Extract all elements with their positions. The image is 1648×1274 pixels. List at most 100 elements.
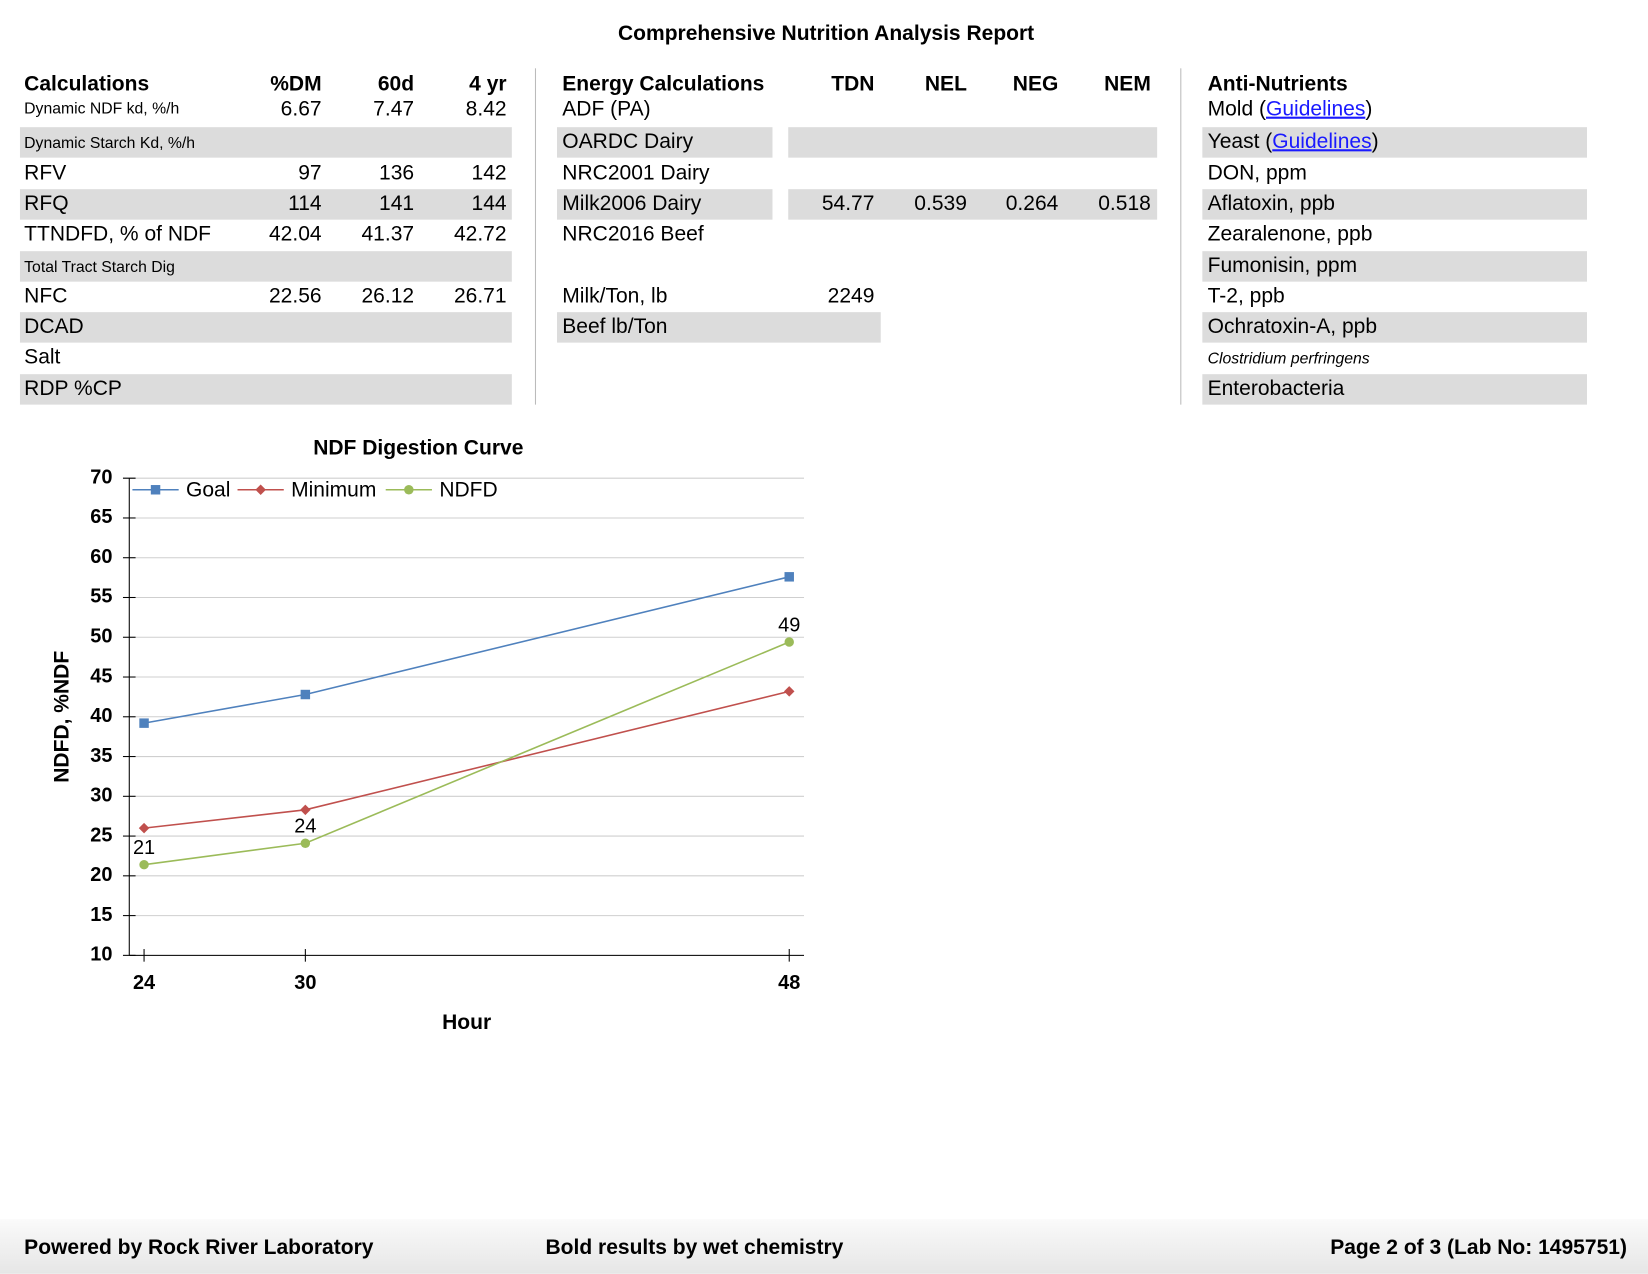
row-item: Clostridium perfringens <box>1208 347 1370 372</box>
y-tick-label: 25 <box>90 824 112 846</box>
row-shade <box>557 127 773 158</box>
column-header: Anti-Nutrients <box>1207 72 1348 96</box>
row-shade <box>19 189 512 220</box>
row-shade <box>1202 189 1588 220</box>
row-shade <box>19 127 512 158</box>
row-shade <box>1202 127 1588 158</box>
cell-value: 0.264 <box>1005 192 1059 216</box>
data-label: 49 <box>778 615 800 637</box>
row-item: Zearalenone, ppb <box>1208 222 1373 247</box>
y-tick-label: 40 <box>90 705 112 727</box>
cell-value: 42.04 <box>268 223 322 247</box>
data-label: 21 <box>133 837 155 859</box>
y-tick-label: 60 <box>90 546 112 568</box>
column-header: NEG <box>1012 72 1059 96</box>
row-label: Dynamic Starch Kd, %/h <box>24 134 196 153</box>
item-text: Mold ( <box>1207 97 1267 121</box>
y-tick-label: 45 <box>90 665 112 687</box>
row-label: TTNDFD, % of NDF <box>24 223 212 247</box>
data-point <box>139 859 149 870</box>
item-text: Zearalenone, ppb <box>1207 223 1373 247</box>
row-label: Milk2006 Dairy <box>562 192 702 216</box>
cell-value: 144 <box>471 192 507 216</box>
item-text: DON, ppm <box>1207 161 1307 185</box>
footer-right: Page 2 of 3 (Lab No: 1495751) <box>1330 1235 1627 1260</box>
legend-label: Goal <box>186 478 230 501</box>
column-header: Calculations <box>24 72 150 96</box>
row-label: NFC <box>24 284 68 308</box>
row-item: Aflatoxin, ppb <box>1208 191 1335 216</box>
row-shade <box>19 373 512 405</box>
y-tick-label: 70 <box>90 466 112 488</box>
cell-value: 0.539 <box>914 192 967 216</box>
row-label: Salt <box>24 346 61 370</box>
guidelines-link[interactable]: Guidelines <box>1272 130 1372 154</box>
y-tick-label: 55 <box>90 586 112 608</box>
cell-value: 136 <box>379 161 415 185</box>
data-point <box>784 637 794 647</box>
row-item: Fumonisin, ppm <box>1208 253 1358 278</box>
data-point <box>784 572 794 582</box>
cell-value: 141 <box>379 192 415 216</box>
legend-marker <box>404 485 414 495</box>
column-header: %DM <box>270 72 322 96</box>
item-text: Aflatoxin, ppb <box>1207 192 1335 216</box>
row-label: ADF (PA) <box>562 97 651 121</box>
item-text: ) <box>1365 97 1373 121</box>
cell-value: 26.12 <box>361 284 415 308</box>
cell-value: 26.71 <box>453 284 507 308</box>
row-label: RFV <box>24 161 67 185</box>
series-line <box>143 576 790 724</box>
row-shade <box>1202 250 1588 282</box>
item-text: ) <box>1371 130 1379 154</box>
row-item: DON, ppm <box>1208 160 1307 185</box>
row-item: T-2, ppb <box>1208 284 1285 309</box>
row-shade <box>1202 373 1588 405</box>
y-tick-label: 65 <box>90 506 112 528</box>
row-label: RFQ <box>24 192 69 216</box>
legend-marker <box>150 485 161 495</box>
column-header: 4 yr <box>469 72 507 96</box>
y-axis-label: NDFD, %NDF <box>51 651 74 783</box>
footer-left: Powered by Rock River Laboratory <box>24 1235 374 1260</box>
row-shade <box>557 312 881 343</box>
x-tick-label: 24 <box>133 972 155 994</box>
y-tick-label: 15 <box>90 904 112 926</box>
column-header: NEL <box>924 72 967 96</box>
y-tick-label: 10 <box>90 944 112 966</box>
series-line <box>143 690 790 829</box>
cell-value: 41.37 <box>361 223 415 247</box>
report-title: Comprehensive Nutrition Analysis Report <box>617 22 1035 46</box>
column-header: 60d <box>377 72 415 96</box>
legend-label: NDFD <box>439 478 497 501</box>
cell-value: 8.42 <box>465 97 507 121</box>
row-label: Dynamic NDF kd, %/h <box>24 99 180 118</box>
row-label: NRC2001 Dairy <box>562 161 710 185</box>
chart: NDF Digestion Curve Hour NDFD, %NDF 10 15… <box>51 436 805 1034</box>
legend-marker <box>255 484 266 496</box>
item-text: Ochratoxin-A, ppb <box>1207 315 1378 339</box>
cell-value: 114 <box>288 192 322 216</box>
row-shade <box>19 312 512 343</box>
cell-value: 7.47 <box>373 97 415 121</box>
item-text: Fumonisin, ppm <box>1207 253 1358 277</box>
cell-value: 6.67 <box>280 97 322 121</box>
data-point <box>300 689 311 700</box>
row-label: NRC2016 Beef <box>562 223 704 247</box>
cell-value: 0.518 <box>1098 192 1151 216</box>
data-label: 24 <box>294 816 316 838</box>
y-tick-label: 30 <box>90 785 112 807</box>
footer-center: Bold results by wet chemistry <box>545 1235 844 1260</box>
guidelines-link[interactable]: Guidelines <box>1266 97 1366 121</box>
y-tick-label: 20 <box>90 864 112 886</box>
row-label: OARDC Dairy <box>562 130 694 154</box>
separator <box>1180 68 1182 405</box>
data-point <box>783 686 795 697</box>
item-text: T-2, ppb <box>1207 284 1285 308</box>
row-item: Mold (Guidelines) <box>1208 97 1373 122</box>
row-shade <box>788 189 1158 220</box>
chart-title: NDF Digestion Curve <box>313 436 523 459</box>
row-label: Milk/Ton, lb <box>562 284 668 308</box>
